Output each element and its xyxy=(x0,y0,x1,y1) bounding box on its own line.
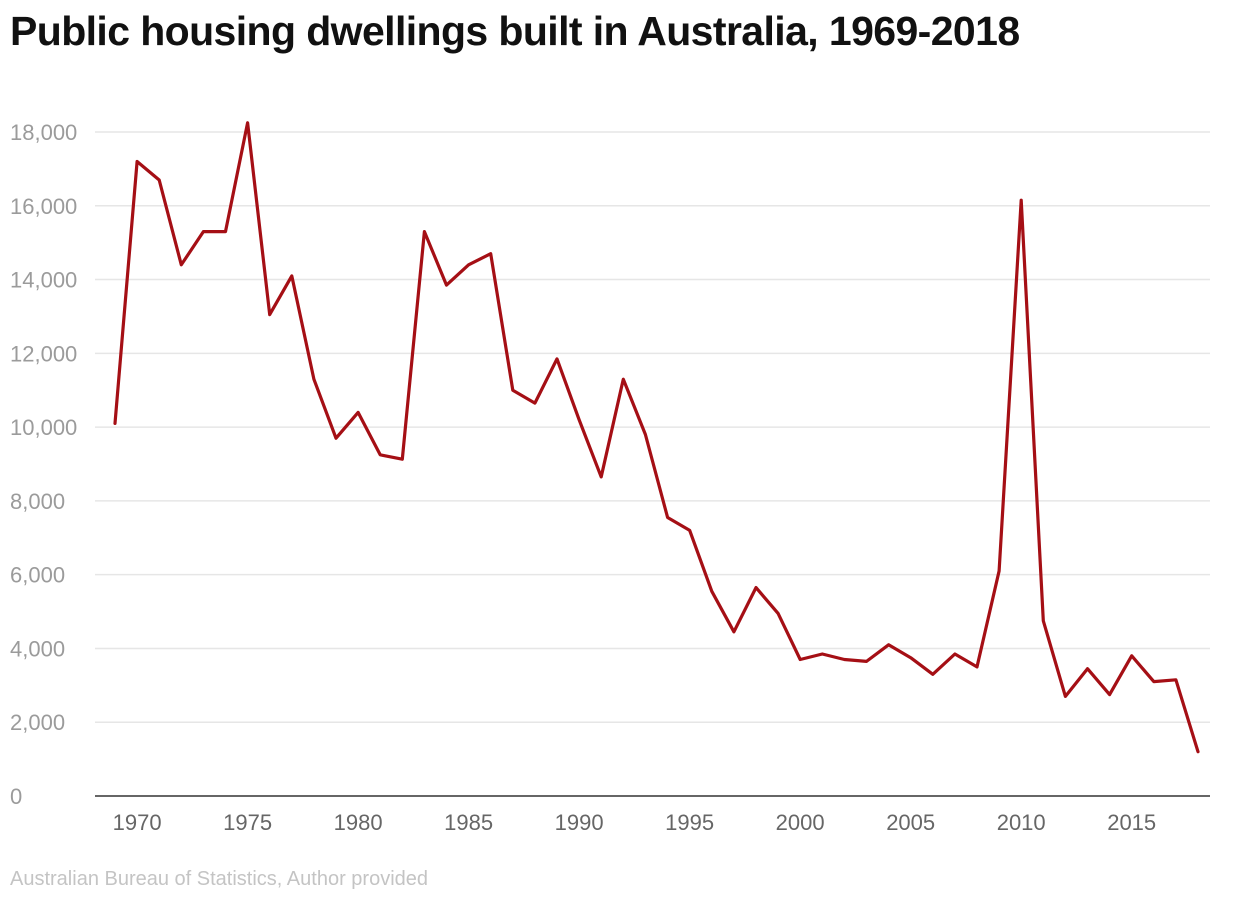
y-tick-label-14000: 14,000 xyxy=(10,268,77,293)
x-tick-label-2010: 2010 xyxy=(997,810,1046,835)
y-tick-label-16000: 16,000 xyxy=(10,194,77,219)
gridlines xyxy=(95,131,1210,723)
x-tick-label-1995: 1995 xyxy=(665,810,714,835)
x-tick-label-1985: 1985 xyxy=(444,810,493,835)
x-tick-label-1990: 1990 xyxy=(555,810,604,835)
y-tick-label-10000: 10,000 xyxy=(10,415,77,440)
y-tick-label-18000: 18,000 xyxy=(10,120,77,145)
y-tick-label-0: 0 xyxy=(10,784,22,809)
x-tick-label-2000: 2000 xyxy=(776,810,825,835)
y-tick-label-2000: 2,000 xyxy=(10,710,65,735)
source-note: Australian Bureau of Statistics, Author … xyxy=(10,868,429,890)
x-tick-label-2005: 2005 xyxy=(886,810,935,835)
y-tick-label-12000: 12,000 xyxy=(10,341,77,366)
series-layer xyxy=(113,121,1200,754)
x-tick-label-1975: 1975 xyxy=(223,810,272,835)
y-tick-label-4000: 4,000 xyxy=(10,636,65,661)
x-tick-label-1970: 1970 xyxy=(113,810,162,835)
y-tick-label-8000: 8,000 xyxy=(10,489,65,514)
series-line-0 xyxy=(113,121,1200,754)
x-tick-label-2015: 2015 xyxy=(1107,810,1156,835)
y-tick-label-6000: 6,000 xyxy=(10,563,65,588)
chart-title: Public housing dwellings built in Austra… xyxy=(10,8,1020,54)
y-axis-tick-labels: 0 2,000 4,000 6,000 8,000 10,000 12,000 14,000 1… xyxy=(10,120,77,809)
x-axis-tick-labels: 1970 1975 1980 1985 1990 1995 2000 2005 2010 2015 xyxy=(113,810,1157,835)
x-tick-label-1980: 1980 xyxy=(334,810,383,835)
